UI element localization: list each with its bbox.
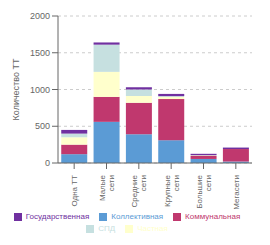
html-text:Коммунальная: Коммунальная bbox=[185, 212, 241, 221]
svg-text:2000: 2000 bbox=[30, 11, 50, 21]
svg-text:Крупныесети: Крупныесети bbox=[163, 174, 181, 207]
svg-text:Мегасети: Мегасети bbox=[232, 175, 241, 210]
svg-text:Малыесети: Малыесети bbox=[98, 174, 116, 201]
svg-text:1500: 1500 bbox=[30, 48, 50, 58]
html-text:Государственная: Государственная bbox=[25, 212, 90, 221]
svg-text:Количество ТТ: Количество ТТ bbox=[11, 58, 21, 120]
svg-text:500: 500 bbox=[35, 121, 50, 131]
html-text:СПД: СПД bbox=[98, 224, 116, 233]
svg-text:Большиесети: Большиесети bbox=[195, 174, 213, 208]
svg-text:Средниесети: Средниесети bbox=[130, 174, 148, 207]
svg-text:Одна ТТ: Одна ТТ bbox=[70, 175, 79, 207]
html-text:Коллективная: Коллективная bbox=[111, 212, 164, 221]
svg-text:0: 0 bbox=[45, 158, 50, 168]
html-text:Частная: Частная bbox=[137, 224, 168, 233]
svg-text:1000: 1000 bbox=[30, 85, 50, 95]
